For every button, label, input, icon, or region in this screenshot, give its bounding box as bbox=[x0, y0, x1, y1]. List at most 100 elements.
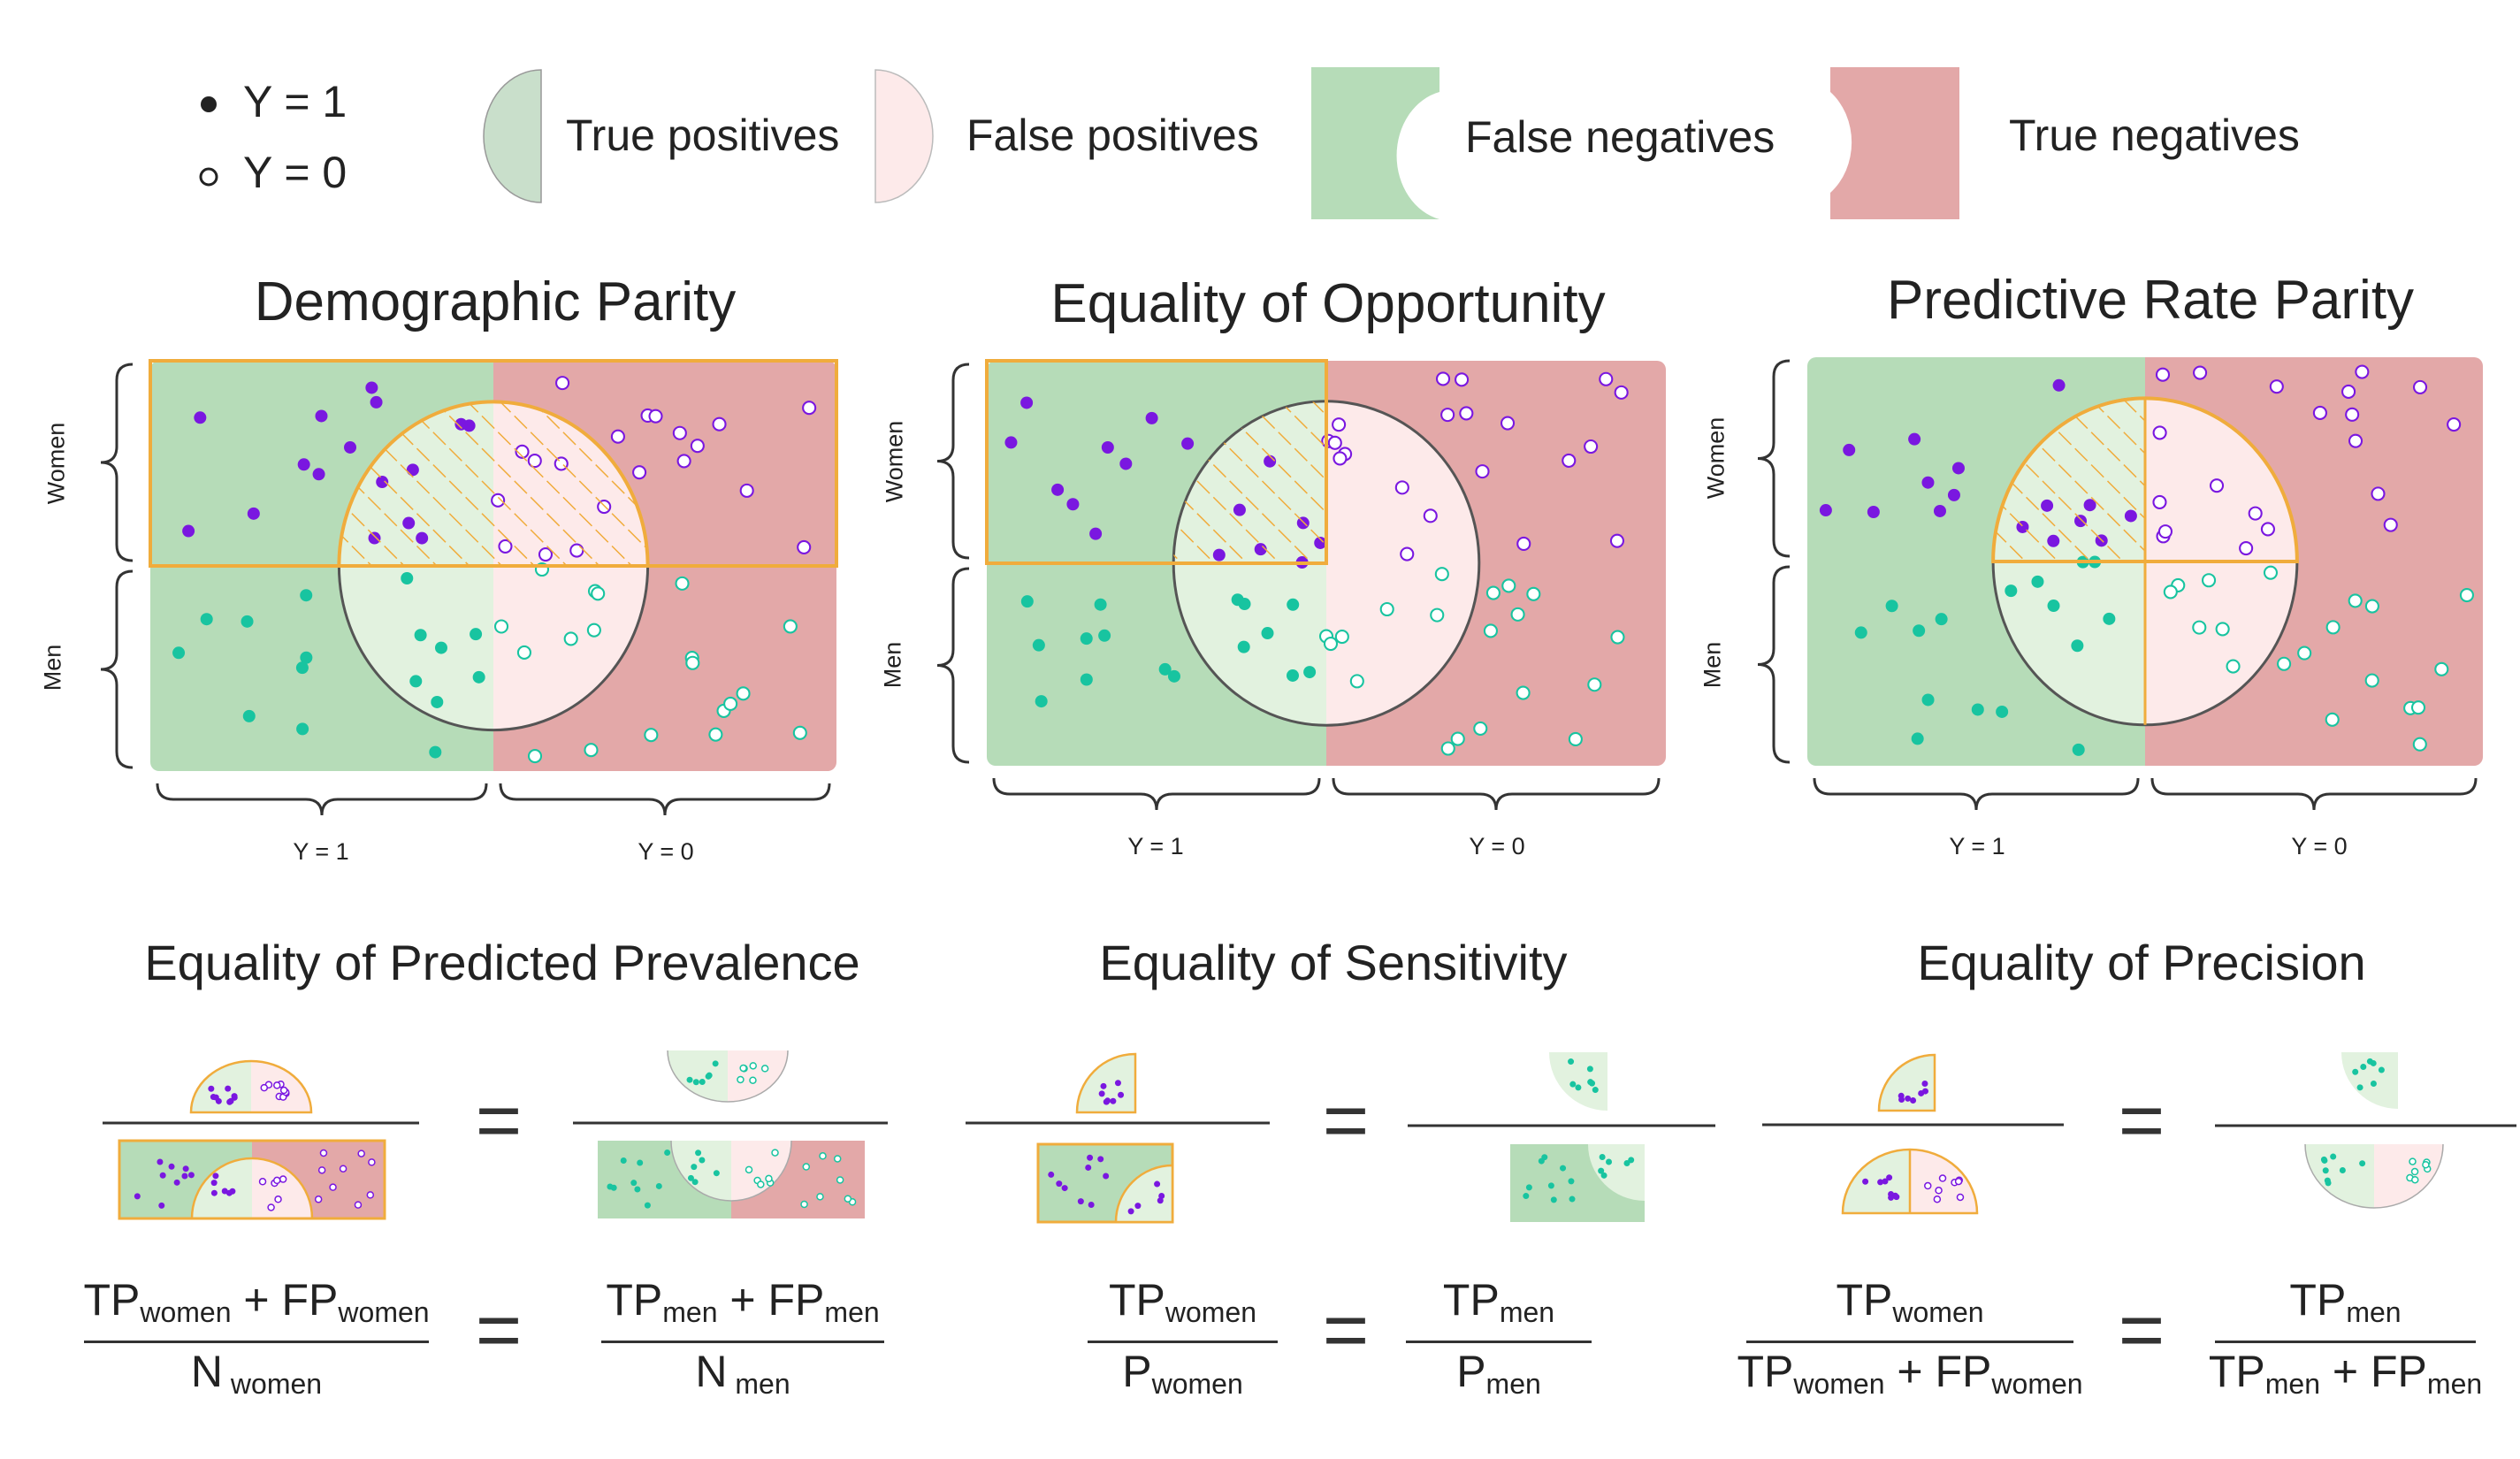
y0-dot bbox=[357, 1150, 365, 1157]
y1-dot bbox=[2352, 1068, 2359, 1075]
legend-true-positives-label: True positives bbox=[566, 111, 840, 160]
y1-dot bbox=[1547, 1182, 1554, 1189]
y1-dot bbox=[168, 1163, 175, 1170]
panel3-axis-y0: Y = 0 bbox=[2291, 833, 2348, 859]
y1-dot bbox=[1237, 640, 1250, 653]
pictogram-sensitivity-women-denominator bbox=[1036, 1142, 1174, 1224]
y0-dot bbox=[685, 655, 700, 670]
y1-dot bbox=[1877, 1179, 1884, 1186]
y1-dot bbox=[344, 440, 357, 454]
y0-dot bbox=[2348, 433, 2363, 448]
y1-dot bbox=[1885, 600, 1898, 613]
y1-dot bbox=[1261, 627, 1274, 640]
y1-dot bbox=[300, 651, 313, 664]
y1-dot bbox=[1087, 1154, 1094, 1161]
y0-dot bbox=[844, 1195, 852, 1203]
y1-dot bbox=[699, 1157, 706, 1164]
y1-dot bbox=[1575, 1084, 1582, 1091]
y0-dot bbox=[1459, 406, 1474, 421]
y1-dot bbox=[1077, 1198, 1084, 1205]
y1-dot bbox=[1843, 443, 1856, 456]
y1-dot bbox=[2321, 1157, 2328, 1164]
y1-dot bbox=[247, 507, 260, 520]
y0-dot bbox=[712, 416, 727, 432]
y1-dot bbox=[692, 1079, 699, 1086]
y1-dot bbox=[1231, 593, 1244, 607]
y1-dot bbox=[2072, 743, 2085, 756]
y0-dot bbox=[2297, 645, 2312, 661]
y0-dot bbox=[317, 1166, 326, 1174]
y0-dot bbox=[258, 1178, 267, 1186]
y1-dot bbox=[1134, 1203, 1142, 1210]
y1-dot bbox=[295, 661, 309, 675]
y0-dot bbox=[2412, 379, 2428, 394]
y1-dot bbox=[1157, 1197, 1164, 1204]
y1-dot bbox=[409, 675, 423, 688]
y1-dot bbox=[431, 695, 444, 708]
brace-women bbox=[100, 363, 134, 562]
y1-dot bbox=[630, 1180, 638, 1187]
fraction-bar bbox=[1746, 1341, 2073, 1343]
mini-tp bbox=[1114, 1164, 1174, 1224]
panel1-axis-y1: Y = 1 bbox=[293, 838, 349, 865]
y1-dot bbox=[1020, 595, 1034, 608]
y0-dot bbox=[765, 1174, 773, 1183]
legend-false-positives-label: False positives bbox=[966, 111, 1259, 160]
brace-y1 bbox=[156, 783, 488, 816]
metric-title-predicted-prevalence: Equality of Predicted Prevalence bbox=[144, 935, 860, 990]
y0-dot bbox=[1473, 721, 1488, 736]
y1-dot bbox=[1100, 1082, 1107, 1089]
y0-dot bbox=[2239, 540, 2254, 556]
y0-dot bbox=[783, 619, 798, 634]
brace-men bbox=[936, 567, 970, 764]
y0-dot bbox=[586, 623, 601, 638]
y1-dot bbox=[1145, 411, 1158, 424]
y1-dot bbox=[1623, 1159, 1630, 1166]
y1-dot bbox=[2005, 584, 2018, 598]
y1-dot bbox=[2330, 1153, 2337, 1160]
y0-dot bbox=[2412, 737, 2427, 752]
y0-dot bbox=[1440, 408, 1455, 423]
y1-dot bbox=[225, 1189, 233, 1196]
y0-dot bbox=[737, 1075, 745, 1084]
mini-fp bbox=[252, 1158, 312, 1218]
fraction-bar bbox=[1406, 1341, 1592, 1343]
y1-dot bbox=[1908, 432, 1921, 446]
y0-dot bbox=[2409, 1157, 2417, 1165]
y1-dot bbox=[429, 745, 442, 759]
y1-dot bbox=[2322, 1167, 2329, 1174]
y1-dot bbox=[2071, 639, 2084, 653]
y0-dot bbox=[2410, 700, 2426, 715]
y0-dot bbox=[329, 1183, 337, 1191]
y0-dot bbox=[1349, 674, 1364, 689]
y1-dot bbox=[241, 615, 254, 628]
brace-y0 bbox=[1332, 777, 1661, 811]
y1-dot bbox=[315, 409, 328, 423]
y0-dot bbox=[1475, 464, 1490, 479]
hatch-overlay bbox=[1993, 398, 2146, 562]
equals-sign-icon-m1-pictogram: = bbox=[475, 1076, 523, 1165]
y0-dot bbox=[2269, 379, 2284, 394]
pictogram-precision-women bbox=[1877, 1053, 1936, 1112]
y0-dot bbox=[676, 454, 691, 469]
y0-dot bbox=[1584, 439, 1599, 455]
legend-false-negatives-label: False negatives bbox=[1465, 112, 1775, 162]
y1-dot bbox=[1110, 1097, 1117, 1104]
y0-dot bbox=[833, 1155, 842, 1163]
y1-dot bbox=[1888, 1194, 1895, 1201]
y1-dot bbox=[1599, 1153, 1606, 1160]
y0-dot bbox=[1333, 451, 1348, 466]
y0-dot bbox=[1924, 1181, 1932, 1190]
metric-title-precision: Equality of Precision bbox=[1917, 935, 2366, 990]
legend-true-negative-icon bbox=[1830, 67, 1959, 219]
y1-dot bbox=[1525, 1184, 1532, 1191]
y1-dot bbox=[134, 1193, 141, 1200]
y1-dot bbox=[687, 1174, 694, 1181]
equals-sign-icon-m2-pictogram: = bbox=[1322, 1076, 1370, 1165]
mini-fp bbox=[728, 1050, 788, 1102]
y0-dot bbox=[1933, 1195, 1942, 1203]
y1-dot bbox=[713, 1170, 720, 1177]
y0-dot bbox=[2410, 1167, 2419, 1176]
y0-dot bbox=[800, 1200, 808, 1209]
